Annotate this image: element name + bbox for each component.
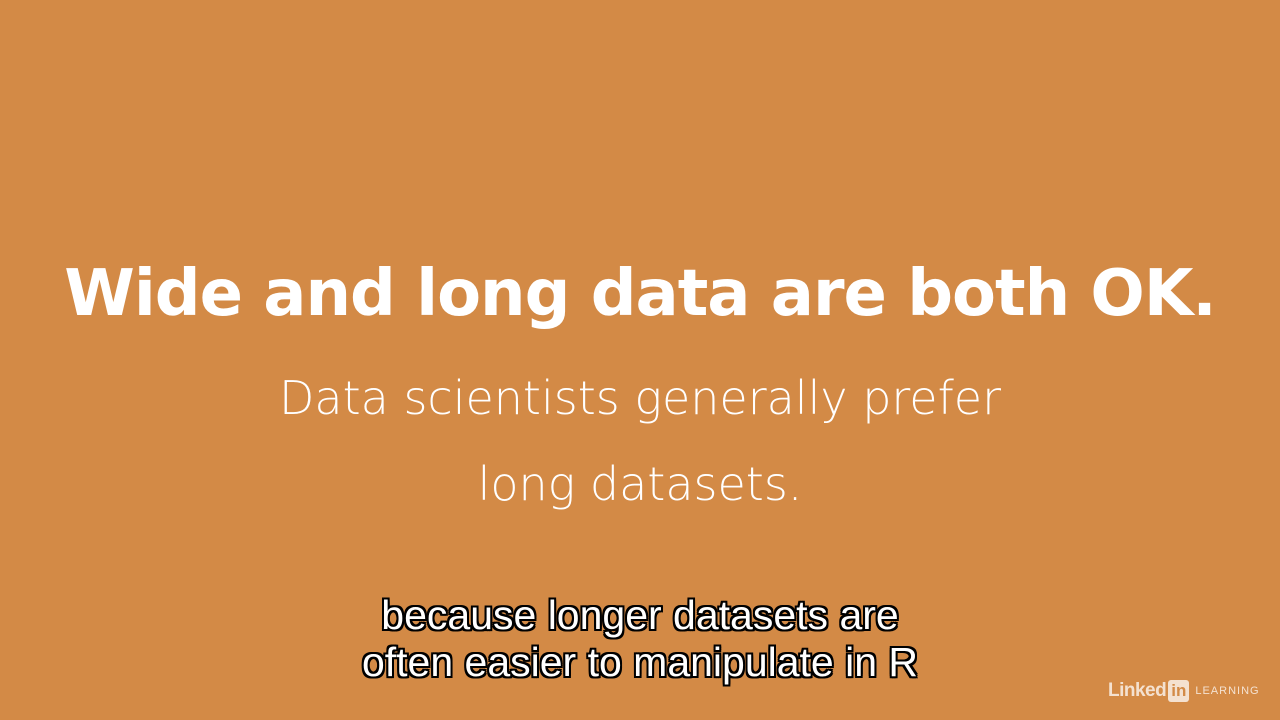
logo-in-badge: in <box>1168 680 1190 702</box>
caption-line: often easier to manipulate in R <box>361 639 919 685</box>
subtext-line: Data scientists generally prefer <box>278 371 1002 425</box>
slide-subtext: Data scientists generally prefer long da… <box>0 355 1280 527</box>
caption-line: because longer datasets are <box>381 592 899 638</box>
slide-headline: Wide and long data are both OK. <box>64 257 1216 331</box>
linkedin-learning-logo: Linked in LEARNING <box>1108 679 1260 703</box>
logo-linked-text: Linked <box>1108 680 1167 701</box>
logo-learning-text: LEARNING <box>1195 685 1260 697</box>
subtext-line: long datasets. <box>477 457 803 511</box>
video-caption: because longer datasets are often easier… <box>0 592 1280 686</box>
